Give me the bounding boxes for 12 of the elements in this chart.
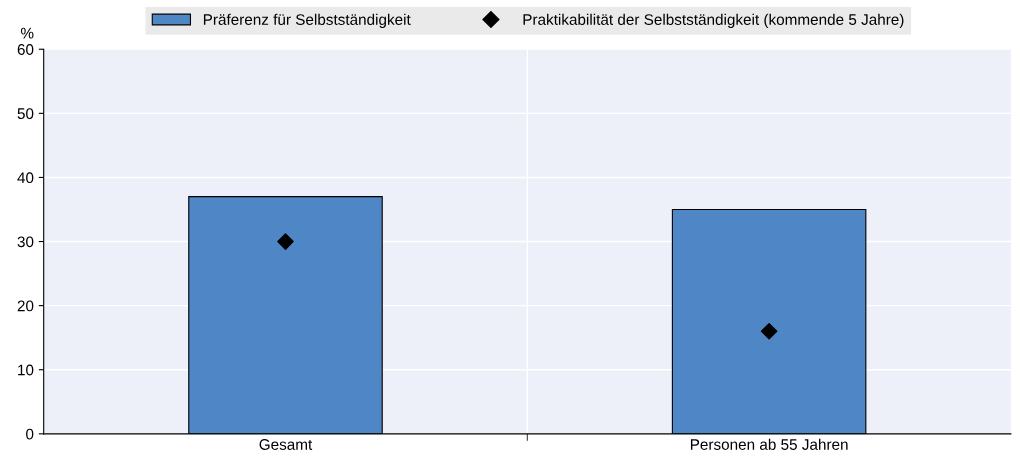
y-tick-label: 40 (17, 172, 34, 184)
y-tick-label: 20 (17, 300, 34, 312)
y-tick-label: 30 (17, 236, 34, 248)
y-tick-label: 60 (17, 44, 34, 55)
y-tick-label: 50 (17, 108, 34, 120)
legend-label: Praktikabilität der Selbstständigkeit (kommende 5 Jahre) (523, 13, 904, 28)
x-tick-label: Personen ab 55 Jahren (690, 438, 848, 450)
x-tick-label: Gesamt (259, 439, 313, 450)
legend-label: Präferenz für Selbstständigkeit (203, 13, 411, 28)
y-tick-label: 0 (26, 428, 34, 440)
y-axis-title: % (20, 27, 34, 39)
y-tick-label: 10 (18, 364, 34, 376)
